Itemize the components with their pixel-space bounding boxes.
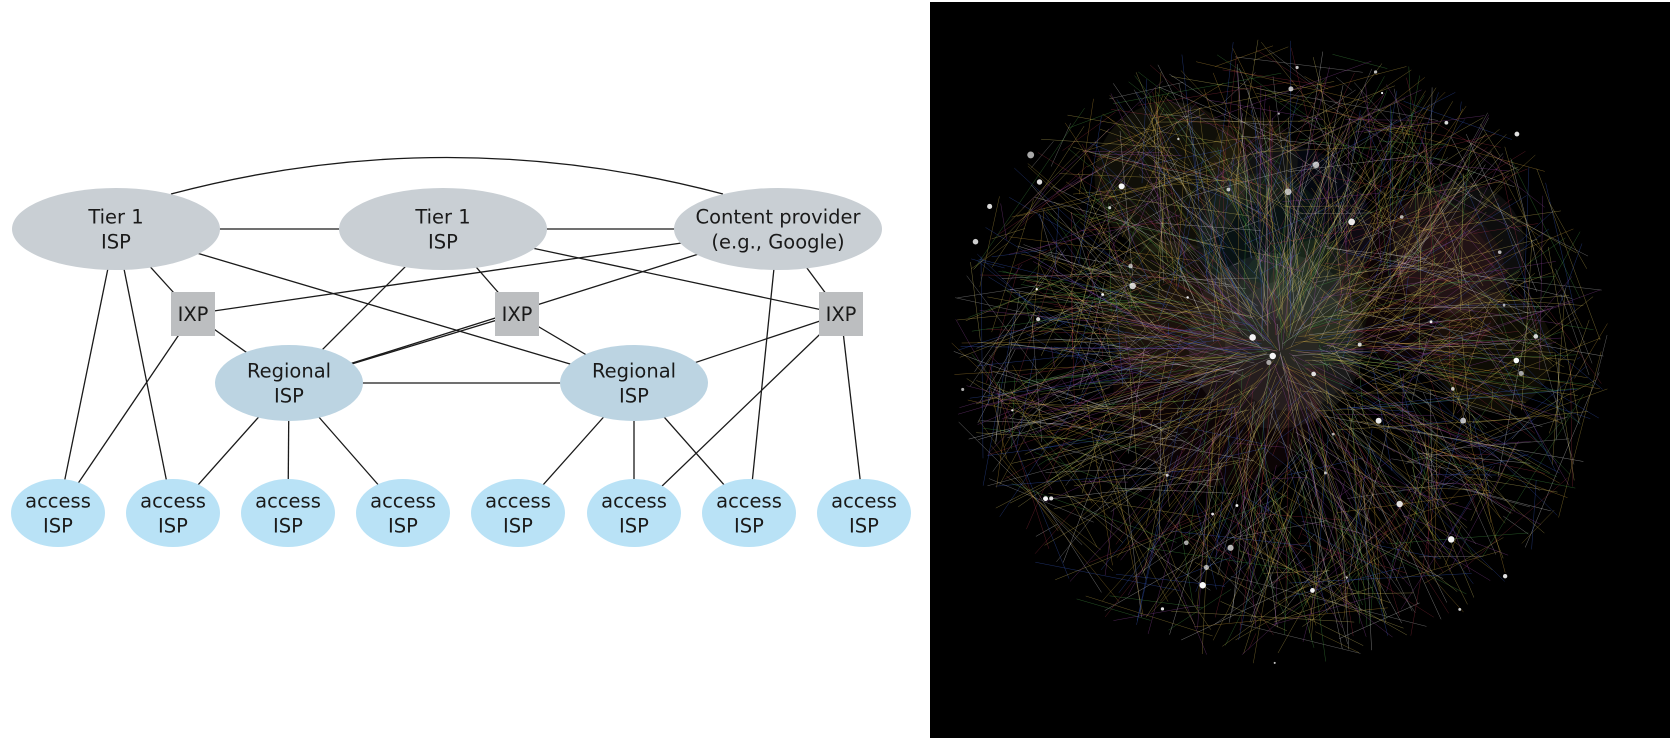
link-cp-a7 (748, 228, 779, 514)
tier1-shape (674, 188, 882, 270)
access-shape (471, 479, 565, 547)
regional-shape (215, 345, 363, 421)
link-ixp1-a1 (57, 313, 194, 514)
access-shape (587, 479, 681, 547)
link-t1a-r2 (115, 228, 635, 384)
access-shape (817, 479, 911, 547)
tier1-node-cp: Content provider(e.g., Google) (674, 188, 882, 270)
regional-label: Regional (592, 360, 676, 383)
access-label: ISP (43, 515, 73, 538)
regional-label: Regional (247, 360, 331, 383)
tier1-label: (e.g., Google) (711, 231, 844, 254)
access-label: access (485, 490, 551, 513)
access-label: access (601, 490, 667, 513)
tier1-label: ISP (428, 231, 458, 254)
access-label: access (716, 490, 782, 513)
ixp-label: IXP (502, 303, 533, 326)
access-label: ISP (734, 515, 764, 538)
access-label: access (255, 490, 321, 513)
access-label: ISP (849, 515, 879, 538)
internet-map-image (930, 2, 1670, 738)
tier1-shape (12, 188, 220, 270)
link-t1a-cp (170, 156, 724, 195)
ixp-label: IXP (178, 303, 209, 326)
tier1-shape (339, 188, 547, 270)
ixp-node-ixp3: IXP (819, 292, 863, 336)
tier1-label: ISP (101, 231, 131, 254)
ixp-node-ixp1: IXP (171, 292, 215, 336)
tier1-label: Tier 1 (414, 206, 470, 229)
tier1-label: Content provider (696, 206, 862, 229)
link-t1a-a2 (115, 228, 174, 514)
access-label: ISP (273, 515, 303, 538)
access-label: access (831, 490, 897, 513)
access-label: ISP (158, 515, 188, 538)
access-shape (241, 479, 335, 547)
regional-label: ISP (274, 385, 304, 408)
access-shape (11, 479, 105, 547)
ixp-label: IXP (826, 303, 857, 326)
ixp-node-ixp2: IXP (495, 292, 539, 336)
access-label: ISP (619, 515, 649, 538)
link-t1a-a1 (57, 228, 117, 514)
access-label: access (25, 490, 91, 513)
regional-shape (560, 345, 708, 421)
access-label: ISP (503, 515, 533, 538)
access-label: access (140, 490, 206, 513)
access-shape (702, 479, 796, 547)
regional-label: ISP (619, 385, 649, 408)
internet-map-graph (951, 39, 1608, 664)
ixp-shape (495, 292, 539, 336)
access-shape (356, 479, 450, 547)
ixp-shape (819, 292, 863, 336)
access-label: access (370, 490, 436, 513)
ixp-shape (171, 292, 215, 336)
access-shape (126, 479, 220, 547)
tier1-label: Tier 1 (87, 206, 143, 229)
link-ixp3-a6 (633, 313, 842, 514)
access-label: ISP (388, 515, 418, 538)
